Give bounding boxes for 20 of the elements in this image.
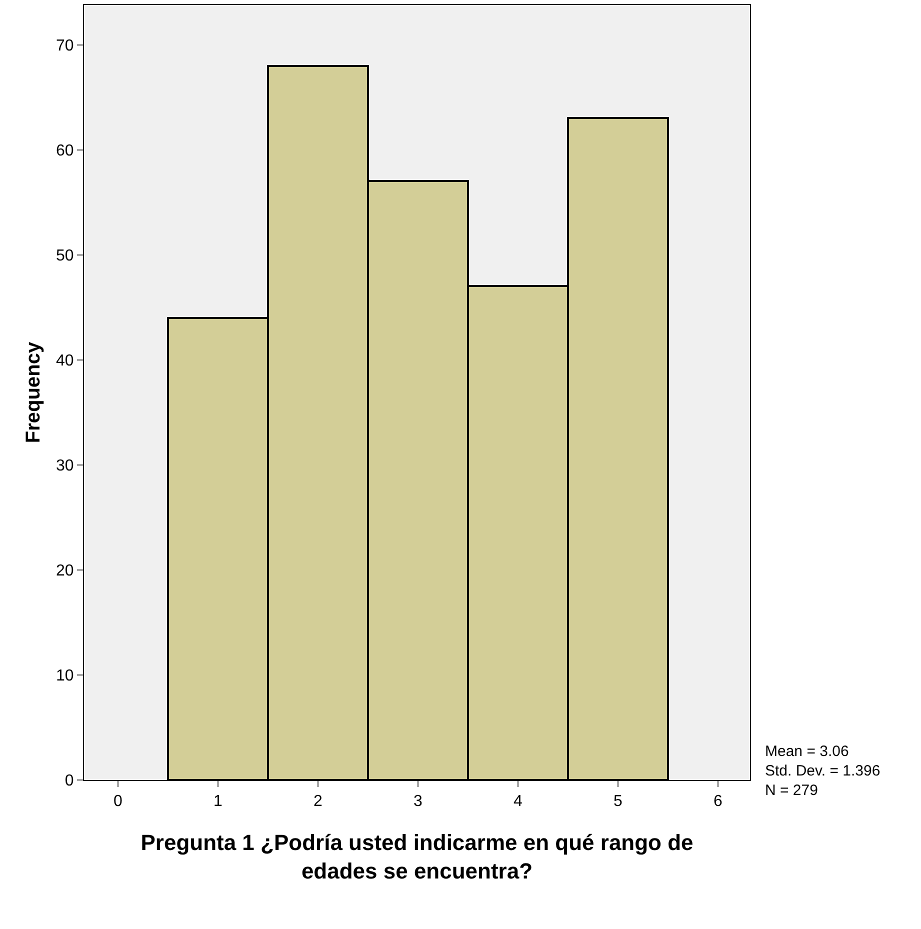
y-tick-label: 30 xyxy=(56,458,74,475)
y-axis-title: Frequency xyxy=(22,341,45,444)
y-tick-label: 20 xyxy=(56,562,74,580)
x-tick-label: 4 xyxy=(514,793,523,810)
x-tick-label: 2 xyxy=(314,793,323,810)
x-axis-title: Pregunta 1 ¿Podría usted indicarme en qué rango de edades se encuentra? xyxy=(140,830,694,884)
text: Mean = 3.06 xyxy=(765,743,849,760)
x-tick-label: 0 xyxy=(114,793,123,810)
x-tick-label: 5 xyxy=(614,793,623,810)
x-tick-label: 1 xyxy=(214,793,223,810)
y-tick-label: 40 xyxy=(56,352,74,370)
x-tick-label: 3 xyxy=(414,793,423,810)
y-tick-label: 10 xyxy=(56,668,74,685)
y-tick-label: 70 xyxy=(56,38,74,55)
text: Std. Dev. = 1.396 xyxy=(765,762,880,780)
y-tick-label: 0 xyxy=(64,772,74,790)
x-tick-label: 6 xyxy=(714,793,723,810)
y-tick-label: 50 xyxy=(56,248,74,265)
y-tick-label: 60 xyxy=(56,142,74,160)
text: N = 279 xyxy=(765,782,818,799)
